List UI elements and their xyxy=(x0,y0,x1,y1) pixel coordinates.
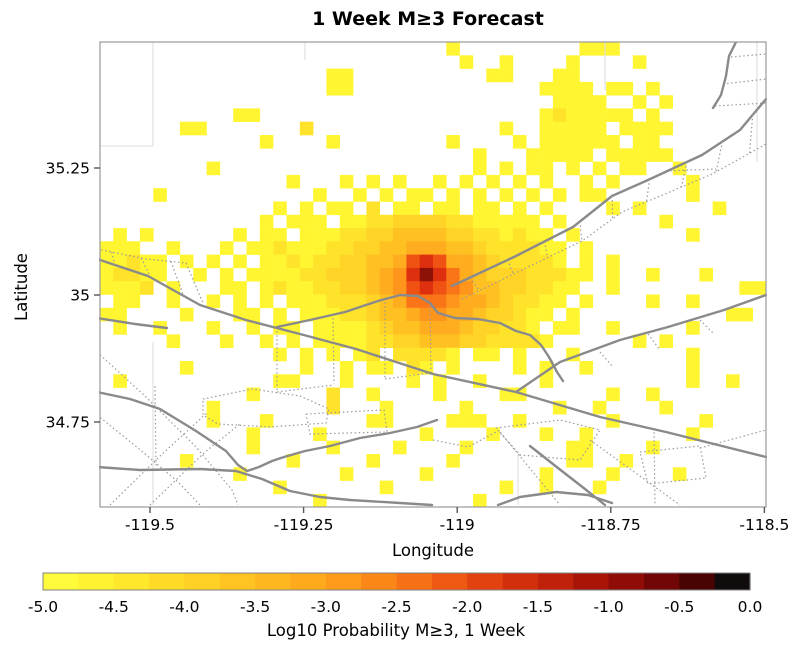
colorbar-tick-label: -3.5 xyxy=(240,598,270,616)
colorbar-tick-label: -5.0 xyxy=(28,598,58,616)
colorbar-tick-label: -2.5 xyxy=(381,598,411,616)
y-tick-label: 35 xyxy=(70,287,90,305)
colorbar-tick-label: -0.5 xyxy=(664,598,694,616)
y-axis-label: Latitude xyxy=(12,253,31,321)
colorbar-tick-label: -1.0 xyxy=(593,598,623,616)
fault-lines-layer xyxy=(99,42,767,507)
colorbar-tick-labels: -5.0 -4.5 -4.0 -3.5 -3.0 -2.5 -2.0 -1.5 … xyxy=(28,598,762,616)
y-axis-tick-labels: 35.25 35 34.75 xyxy=(46,160,90,432)
colorbar-tick-label: -2.0 xyxy=(452,598,482,616)
colorbar xyxy=(42,572,751,591)
plot-border xyxy=(99,41,767,508)
x-tick-label: -118.5 xyxy=(739,516,789,534)
heatmap-cells-layer xyxy=(100,42,767,508)
y-tick-label: 35.25 xyxy=(46,160,90,178)
x-axis-tick-labels: -119.5 -119.25 -119 -118.75 -118.5 xyxy=(125,516,789,534)
y-tick-label: 34.75 xyxy=(46,414,90,432)
colorbar-tick-label: -4.5 xyxy=(99,598,129,616)
x-axis-label: Longitude xyxy=(392,541,474,560)
colorbar-tick-label: 0.0 xyxy=(738,598,763,616)
colorbar-tick-label: -3.0 xyxy=(311,598,341,616)
chart-title: 1 Week M≥3 Forecast xyxy=(312,8,544,30)
x-tick-label: -119 xyxy=(440,516,475,534)
colorbar-tick-label: -4.0 xyxy=(169,598,199,616)
colorbar-caption: Log10 Probability M≥3, 1 Week xyxy=(267,621,526,640)
x-tick-label: -118.75 xyxy=(581,516,641,534)
x-tick-label: -119.5 xyxy=(125,516,175,534)
axis-tickmarks xyxy=(94,167,766,513)
colorbar-tick-label: -1.5 xyxy=(523,598,553,616)
x-tick-label: -119.25 xyxy=(274,516,334,534)
